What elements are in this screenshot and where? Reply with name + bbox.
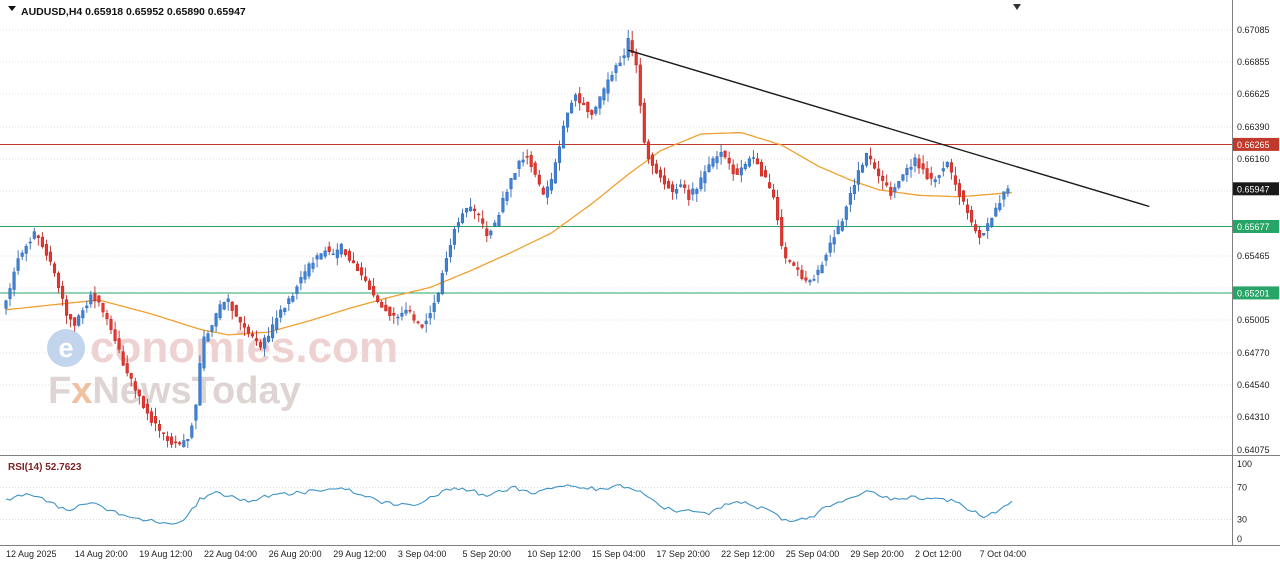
price-tick-label: 0.64310 [1237,412,1270,422]
candlestick-series [4,30,1010,448]
price-tick-label: 0.67085 [1237,25,1270,35]
rsi-tick-label: 30 [1237,514,1247,524]
horizontal-level-lines[interactable] [0,143,1232,294]
price-tick-label: 0.64770 [1237,348,1270,358]
date-tick-label: 29 Aug 12:00 [333,549,386,559]
date-tick-label: 29 Sep 20:00 [850,549,904,559]
date-tick-label: 10 Sep 12:00 [527,549,581,559]
panel-separators [0,0,1280,546]
price-level-badge [1233,220,1279,233]
date-tick-label: 19 Aug 12:00 [139,549,192,559]
date-tick-label: 3 Sep 04:00 [398,549,447,559]
rsi-indicator-label: RSI(14) 52.7623 [8,462,82,473]
descending-trendline[interactable] [627,49,1150,208]
price-tick-label: 0.65465 [1237,251,1270,261]
date-tick-label: 22 Aug 04:00 [204,549,257,559]
current-price-badge [1233,182,1279,196]
price-axis[interactable]: 0.66265 0.65677 0.65201 0.65947 0.67085 0.668… [1233,25,1279,455]
date-tick-label: 7 Oct 04:00 [980,549,1027,559]
quote-text: AUDUSD,H4 0.65918 0.65952 0.65890 0.6594… [21,6,246,18]
price-level-badge-label: 0.65201 [1237,288,1270,298]
price-level-badge-label: 0.65677 [1237,222,1270,232]
rsi-tick-label: 70 [1237,483,1247,493]
price-tick-label: 0.64075 [1237,445,1270,455]
economies-logo-icon [47,329,85,367]
price-tick-label: 0.66625 [1237,89,1270,99]
rsi-tick-label: 0 [1237,534,1242,544]
current-price-badge-label: 0.65947 [1237,184,1270,194]
date-tick-label: 5 Sep 20:00 [463,549,512,559]
date-tick-label: 2 Oct 12:00 [915,549,962,559]
price-level-badge [1233,286,1279,300]
watermark-fxnewstoday: FxNewsToday [48,370,301,412]
price-tick-label: 0.64540 [1237,380,1270,390]
date-tick-label: 22 Sep 12:00 [721,549,775,559]
price-level-badge-label: 0.66265 [1237,140,1270,150]
price-level-badge [1233,137,1279,151]
price-tick-label: 0.66160 [1237,154,1270,164]
rsi-panel: 100 70 30 0 [0,459,1252,544]
date-tick-label: 14 Aug 20:00 [75,549,128,559]
rsi-tick-label: 100 [1237,459,1252,469]
time-axis[interactable]: 12 Aug 2025 14 Aug 20:00 19 Aug 12:00 22 Au… [6,549,1026,559]
quote-bar: AUDUSD,H4 0.65918 0.65952 0.65890 0.6594… [8,6,246,18]
chart-shift-marker-icon [1013,4,1021,10]
gridlines [0,29,1232,451]
logo-letter: e [58,333,73,363]
symbol-dropdown-caret-icon[interactable] [8,6,16,11]
date-tick-label: 26 Aug 20:00 [269,549,322,559]
price-tick-label: 0.66390 [1237,122,1270,132]
date-tick-label: 15 Sep 04:00 [592,549,646,559]
date-tick-label: 12 Aug 2025 [6,549,57,559]
date-tick-label: 25 Sep 04:00 [786,549,840,559]
moving-average-line [5,131,1013,336]
date-tick-label: 17 Sep 20:00 [656,549,710,559]
price-tick-label: 0.66855 [1237,57,1270,67]
price-tick-label: 0.65005 [1237,315,1270,325]
